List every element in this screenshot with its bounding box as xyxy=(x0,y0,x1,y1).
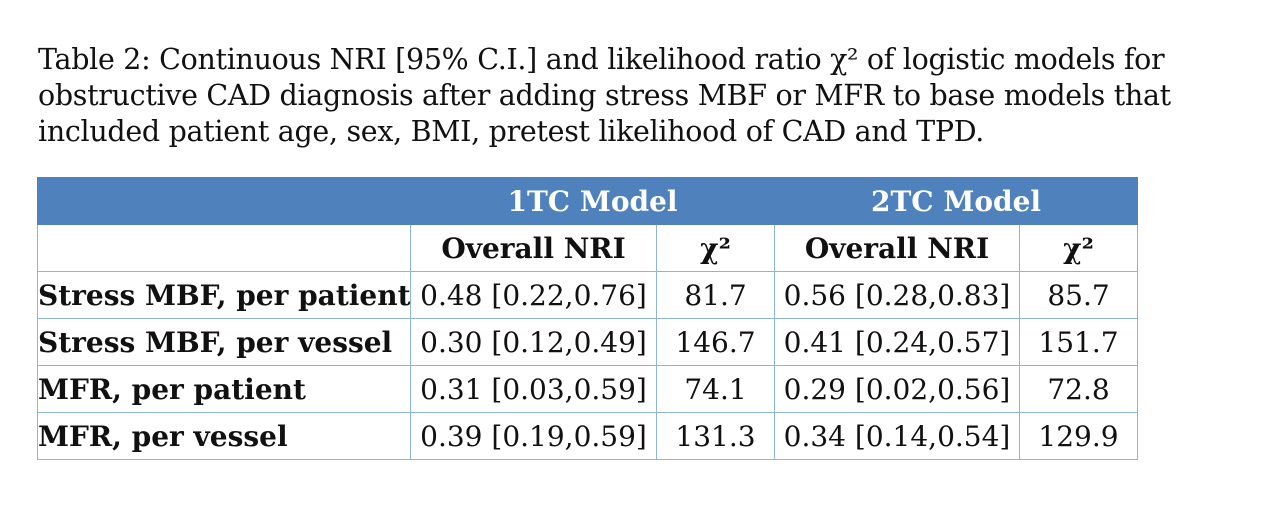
nri-2tc-cell: 0.56 [0.28,0.83] xyxy=(774,271,1020,319)
column-header-chi2-2tc: χ² xyxy=(1019,224,1138,272)
row-label: MFR, per vessel xyxy=(37,412,411,460)
nri-1tc-cell: 0.39 [0.19,0.59] xyxy=(410,412,657,460)
chi2-1tc-cell: 81.7 xyxy=(656,271,775,319)
chi2-2tc-cell: 72.8 xyxy=(1019,365,1138,413)
row-label: Stress MBF, per vessel xyxy=(37,318,411,366)
metric-header-row: Overall NRI χ² Overall NRI χ² xyxy=(37,224,1138,272)
column-header-nri-1tc: Overall NRI xyxy=(410,224,657,272)
table-caption: Table 2: Continuous NRI [95% C.I.] and l… xyxy=(38,43,1171,148)
chi2-2tc-cell: 151.7 xyxy=(1019,318,1138,366)
nri-2tc-cell: 0.29 [0.02,0.56] xyxy=(774,365,1020,413)
empty-label-header-cell xyxy=(37,224,411,272)
nri-1tc-cell: 0.48 [0.22,0.76] xyxy=(410,271,657,319)
group-header-1tc: 1TC Model xyxy=(410,177,775,225)
nri-1tc-cell: 0.31 [0.03,0.59] xyxy=(410,365,657,413)
nri-1tc-cell: 0.30 [0.12,0.49] xyxy=(410,318,657,366)
chi2-1tc-cell: 131.3 xyxy=(656,412,775,460)
nri-2tc-cell: 0.34 [0.14,0.54] xyxy=(774,412,1020,460)
table-row: MFR, per patient 0.31 [0.03,0.59] 74.1 0… xyxy=(37,365,1138,413)
chi2-2tc-cell: 129.9 xyxy=(1019,412,1138,460)
group-header-2tc: 2TC Model xyxy=(774,177,1138,225)
column-header-chi2-1tc: χ² xyxy=(656,224,775,272)
results-table: 1TC Model 2TC Model Overall NRI χ² Overa… xyxy=(37,177,1138,460)
table-row: Stress MBF, per patient 0.48 [0.22,0.76]… xyxy=(37,271,1138,319)
chi2-1tc-cell: 146.7 xyxy=(656,318,775,366)
model-group-header-row: 1TC Model 2TC Model xyxy=(37,177,1138,225)
row-label: MFR, per patient xyxy=(37,365,411,413)
table-row: Stress MBF, per vessel 0.30 [0.12,0.49] … xyxy=(37,318,1138,366)
row-label: Stress MBF, per patient xyxy=(37,271,411,319)
table-row: MFR, per vessel 0.39 [0.19,0.59] 131.3 0… xyxy=(37,412,1138,460)
chi2-2tc-cell: 85.7 xyxy=(1019,271,1138,319)
nri-2tc-cell: 0.41 [0.24,0.57] xyxy=(774,318,1020,366)
empty-corner-cell xyxy=(37,177,411,225)
column-header-nri-2tc: Overall NRI xyxy=(774,224,1020,272)
chi2-1tc-cell: 74.1 xyxy=(656,365,775,413)
